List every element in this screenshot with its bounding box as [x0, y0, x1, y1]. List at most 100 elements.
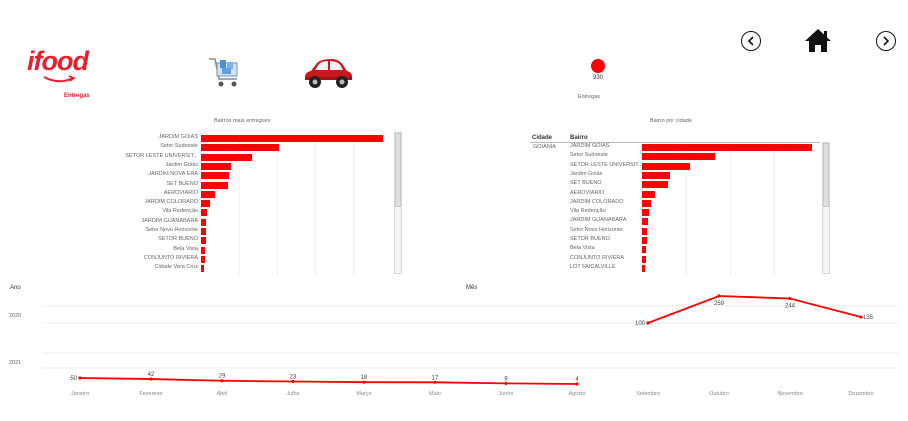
bairros-bar[interactable]	[201, 209, 208, 217]
month-tick-label: Julho	[286, 391, 299, 397]
home-icon	[805, 29, 831, 52]
bairros-row-label: Setor Sudoeste	[160, 143, 198, 150]
bairros-bar[interactable]	[201, 246, 205, 254]
home-button[interactable]	[804, 28, 832, 53]
cidade-bar[interactable]	[642, 190, 655, 198]
bairros-row-label: Bela Vista	[173, 245, 198, 252]
cidade-row-label: SET BUENO	[570, 180, 602, 187]
bairros-bar[interactable]	[201, 172, 230, 180]
bairros-row-label: JARDIM GUANABARA	[141, 217, 198, 224]
data-label: 17	[432, 375, 439, 381]
cidade-bar[interactable]	[642, 153, 716, 161]
logo-subtitle: Entregas	[64, 93, 90, 99]
cidade-value: GOIANIA	[533, 144, 556, 150]
bairros-bar[interactable]	[201, 200, 211, 208]
bairros-bar[interactable]	[201, 255, 205, 263]
month-tick-label: Setembro	[636, 391, 660, 397]
data-point[interactable]	[362, 380, 366, 384]
chevron-left-icon	[747, 36, 754, 46]
cidade-row-label: SETOR BUENO	[570, 236, 610, 242]
bairros-bar[interactable]	[201, 153, 252, 161]
cidade-bar[interactable]	[642, 144, 812, 151]
col-cidade-header: Cidade	[532, 135, 553, 141]
chevron-right-icon	[883, 36, 890, 46]
logo-swoosh-icon	[43, 75, 76, 83]
data-label: 4	[575, 377, 579, 383]
bairros-bar[interactable]	[201, 135, 383, 142]
data-point[interactable]	[291, 379, 295, 384]
cidade-bar[interactable]	[642, 246, 647, 254]
cidade-row-label: JARDIM GUANABARA	[570, 217, 627, 224]
bairros-bar[interactable]	[201, 218, 207, 226]
data-label: 42	[148, 372, 155, 378]
data-label: 23	[290, 375, 297, 381]
cidade-bar[interactable]	[642, 237, 647, 244]
cidade-bar[interactable]	[642, 255, 646, 263]
cidade-row-label: LOT FAICALVILLE	[570, 263, 616, 270]
data-point[interactable]	[788, 296, 792, 301]
cidade-bar[interactable]	[642, 218, 648, 226]
bairros-row-label: SETOR BUENO	[158, 236, 198, 243]
bairros-bar[interactable]	[201, 265, 205, 273]
data-point[interactable]	[149, 377, 153, 381]
bairros-row-label: SETOR LESTE UNIVERSIT...	[125, 152, 198, 159]
cidade-bar[interactable]	[642, 162, 690, 170]
month-tick-label: Novembro	[777, 391, 802, 397]
bairros-row-label: JARDIM COLORADO	[144, 199, 198, 206]
bairros-bar[interactable]	[201, 228, 206, 235]
data-label: 244	[785, 304, 796, 310]
cidade-bars	[642, 143, 818, 275]
cidade-bar[interactable]	[642, 199, 651, 207]
bairros-bar[interactable]	[201, 237, 206, 245]
data-point[interactable]	[646, 321, 650, 325]
data-point[interactable]	[575, 382, 579, 386]
data-label: 9	[504, 376, 508, 382]
month-tick-label: Agosto	[568, 391, 585, 397]
series-line-2021	[79, 377, 578, 385]
cidade-scroll-thumb[interactable]	[823, 143, 829, 207]
cidade-bar[interactable]	[642, 209, 649, 217]
cidade-row-label: CONJUNTO RIVIERA	[570, 254, 624, 261]
back-button[interactable]	[741, 31, 761, 51]
data-point[interactable]	[504, 381, 508, 385]
cidade-row-label: JARDIM GOIAS	[570, 143, 610, 149]
data-point[interactable]	[717, 294, 721, 298]
cidade-chart-title: Bairro por cidade	[650, 118, 692, 124]
data-label: 135	[863, 315, 874, 321]
ano-header: Ano	[10, 285, 21, 291]
bairros-row-label: JARDIM NOVA ERA	[148, 171, 198, 178]
data-point[interactable]	[433, 380, 437, 384]
cidade-bar[interactable]	[642, 227, 648, 235]
car-icon	[304, 59, 353, 88]
cidade-bar[interactable]	[642, 171, 671, 179]
data-point[interactable]	[859, 315, 863, 319]
bairros-row-label: AEROVIARIO	[163, 189, 198, 196]
month-tick-label: Maio	[429, 391, 441, 397]
bairros-bar[interactable]	[201, 162, 232, 170]
data-label: 50	[70, 376, 77, 382]
cidade-scrollbar[interactable]	[822, 142, 830, 274]
bairros-bar[interactable]	[201, 144, 280, 152]
kpi-label: Entregas	[577, 94, 600, 100]
bairros-row-label: JARDIM GOIAS	[158, 134, 198, 140]
forward-button[interactable]	[876, 31, 896, 51]
cidade-row-label: Bela Vista	[570, 245, 595, 252]
bairros-scrollbar[interactable]	[394, 132, 402, 274]
cidade-bar[interactable]	[642, 264, 646, 272]
year-label-2021: 2021	[9, 360, 22, 366]
bairros-bar[interactable]	[201, 181, 229, 189]
data-point[interactable]	[78, 376, 82, 380]
cidade-labels: JARDIM GOIAS Setor Sudoeste SETOR LESTE UN…	[570, 143, 643, 275]
bairros-scroll-thumb[interactable]	[395, 133, 401, 207]
cidade-bar[interactable]	[642, 181, 669, 189]
kpi-dot	[591, 59, 605, 73]
bairros-bar[interactable]	[201, 190, 215, 198]
cidade-row-label: SETOR LESTE UNIVERSIT...	[570, 161, 643, 168]
cidade-row-label: Jardim Goiás	[570, 170, 603, 177]
data-label: 29	[219, 374, 226, 380]
bairros-row-label: Setor Novo Horizonte	[145, 227, 198, 233]
cidade-row-label: JARDIM COLORADO	[570, 198, 624, 205]
data-point[interactable]	[220, 379, 224, 383]
month-tick-label: Março	[356, 391, 371, 397]
cidade-row-label: Vila Redenção	[570, 208, 606, 215]
